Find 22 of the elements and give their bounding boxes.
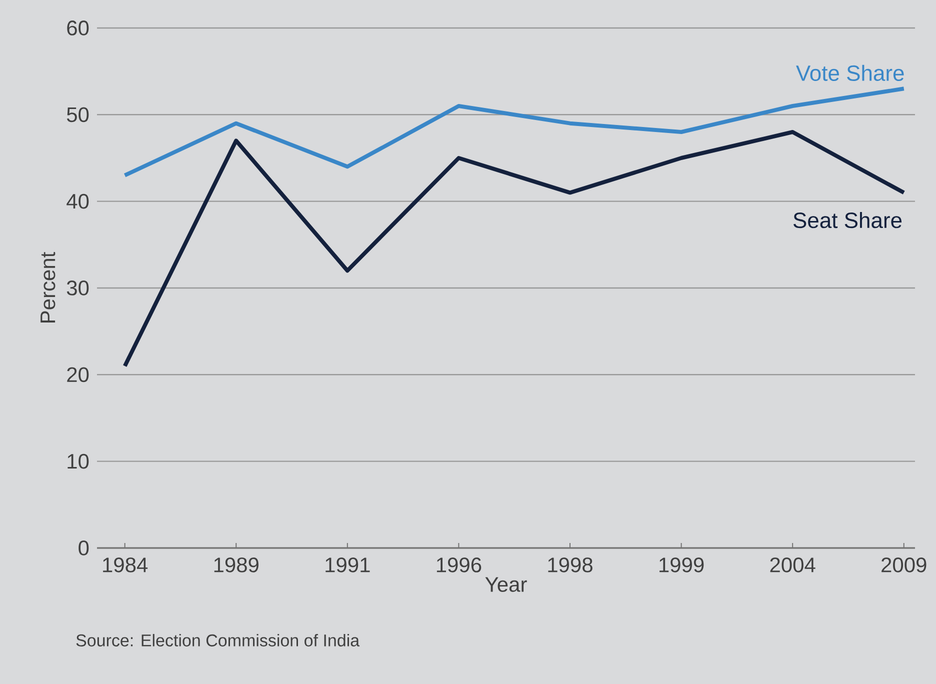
- series-label: Seat Share: [793, 212, 902, 228]
- x-tick-label: 1991: [326, 558, 370, 572]
- x-tick-label: 1989: [214, 558, 258, 572]
- x-tick-label: 1999: [660, 558, 704, 572]
- x-tick-label: 1998: [548, 558, 592, 572]
- x-axis-title: Year: [485, 577, 527, 592]
- x-tick-label: 2004: [770, 558, 816, 572]
- y-tick-label: 0: [78, 540, 89, 556]
- y-tick-label: 20: [67, 367, 89, 382]
- x-tick-label: 2009: [882, 558, 926, 572]
- x-tick-label: 1996: [436, 558, 482, 572]
- y-tick-label: 30: [66, 280, 89, 296]
- line-series: [122, 86, 906, 178]
- y-tick-label: 40: [66, 194, 89, 209]
- x-tick-label: 1984: [103, 558, 148, 572]
- y-tick-label: 50: [66, 107, 89, 122]
- y-tick-label: 10: [68, 454, 89, 469]
- y-axis-title: Percent: [40, 252, 56, 322]
- source-note: Source: Election Commission of India: [76, 634, 360, 646]
- line-series: [122, 130, 906, 368]
- y-tick-label: 60: [67, 20, 89, 36]
- series-label: Vote Share: [796, 64, 904, 81]
